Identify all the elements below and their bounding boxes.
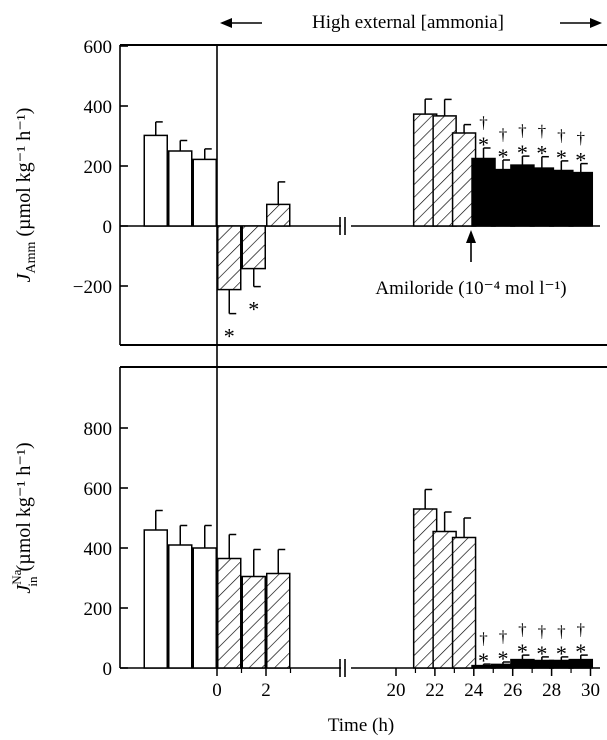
top-bars: ***†*†*†*†*†*† [143,98,594,349]
x-tick-label: 24 [464,680,484,701]
amiloride-annotation: Amiloride (10⁻⁴ mol l⁻¹) [375,278,566,299]
significance-dagger: † [538,622,547,641]
significance-dagger: † [557,126,566,145]
y-tick-label: 800 [84,419,113,440]
bar [241,575,266,669]
significance-star: * [536,641,547,666]
significance-dagger: † [479,629,488,648]
significance-star: * [575,639,586,664]
significance-star: * [497,646,508,671]
header-right-arrow-icon [560,18,602,28]
significance-star: * [478,648,489,673]
significance-star: * [556,145,567,170]
bar [451,536,477,669]
significance-star: * [517,639,528,664]
top-y-ticks: 600 400 200 0 −200 [73,37,128,298]
significance-dagger: † [577,620,586,639]
bottom-bars: *†*†*†*†*†*† [143,488,594,673]
significance-dagger: † [577,129,586,148]
x-tick-label: 22 [425,680,444,701]
significance-dagger: † [479,113,488,132]
bar [143,134,168,227]
y-tick-label: 400 [84,539,113,560]
significance-star: * [478,132,489,157]
x-tick-label: 0 [212,680,222,701]
significance-dagger: † [557,622,566,641]
significance-star: * [536,141,547,166]
x-tick-label: 20 [387,680,406,701]
significance-star: * [248,297,259,322]
y-tick-label: −200 [73,277,112,298]
y-tick-label: 600 [84,479,113,500]
x-ticks: 0 2 20 22 24 26 28 30 [212,668,600,701]
significance-dagger: † [518,620,527,639]
x-tick-label: 2 [261,680,271,701]
significance-star: * [556,641,567,666]
bar [217,225,242,291]
bar [217,557,242,669]
significance-dagger: † [499,125,508,144]
x-axis-label: Time (h) [328,715,394,736]
header: High external [ammonia] [220,12,602,33]
bar [143,529,168,669]
bar [192,158,217,227]
significance-star: * [224,324,235,349]
bar [192,547,217,669]
significance-dagger: † [518,121,527,140]
significance-star: * [517,140,528,165]
bottom-y-ticks: 800 600 400 200 0 [84,419,128,680]
y-tick-label: 200 [84,157,113,178]
bar [266,572,291,669]
bottom-y-axis-label: JNain (µmol kg⁻¹ h⁻¹) [9,442,40,593]
bar [168,544,193,669]
significance-dagger: † [499,627,508,646]
amiloride-arrow-icon [466,230,476,262]
y-tick-label: 0 [103,659,113,680]
header-left-arrow-icon [220,18,262,28]
significance-dagger: † [538,122,547,141]
bottom-panel-frame [119,366,607,668]
bar [168,150,193,227]
bar [241,225,266,270]
top-panel-frame [119,44,607,346]
x-tick-label: 30 [581,680,600,701]
y-tick-label: 600 [84,37,113,58]
x-tick-label: 28 [542,680,561,701]
y-tick-label: 400 [84,97,113,118]
bar [568,171,594,227]
header-text: High external [ammonia] [312,12,504,33]
top-y-axis-label: JAmm (µmol kg⁻¹ h⁻¹) [13,108,39,283]
bar [266,203,291,227]
y-tick-label: 200 [84,599,113,620]
bottom-axis-break [339,659,346,677]
significance-star: * [575,148,586,173]
top-axis-break [339,217,346,235]
x-tick-label: 26 [503,680,522,701]
significance-star: * [497,144,508,169]
y-tick-label: 0 [103,217,113,238]
